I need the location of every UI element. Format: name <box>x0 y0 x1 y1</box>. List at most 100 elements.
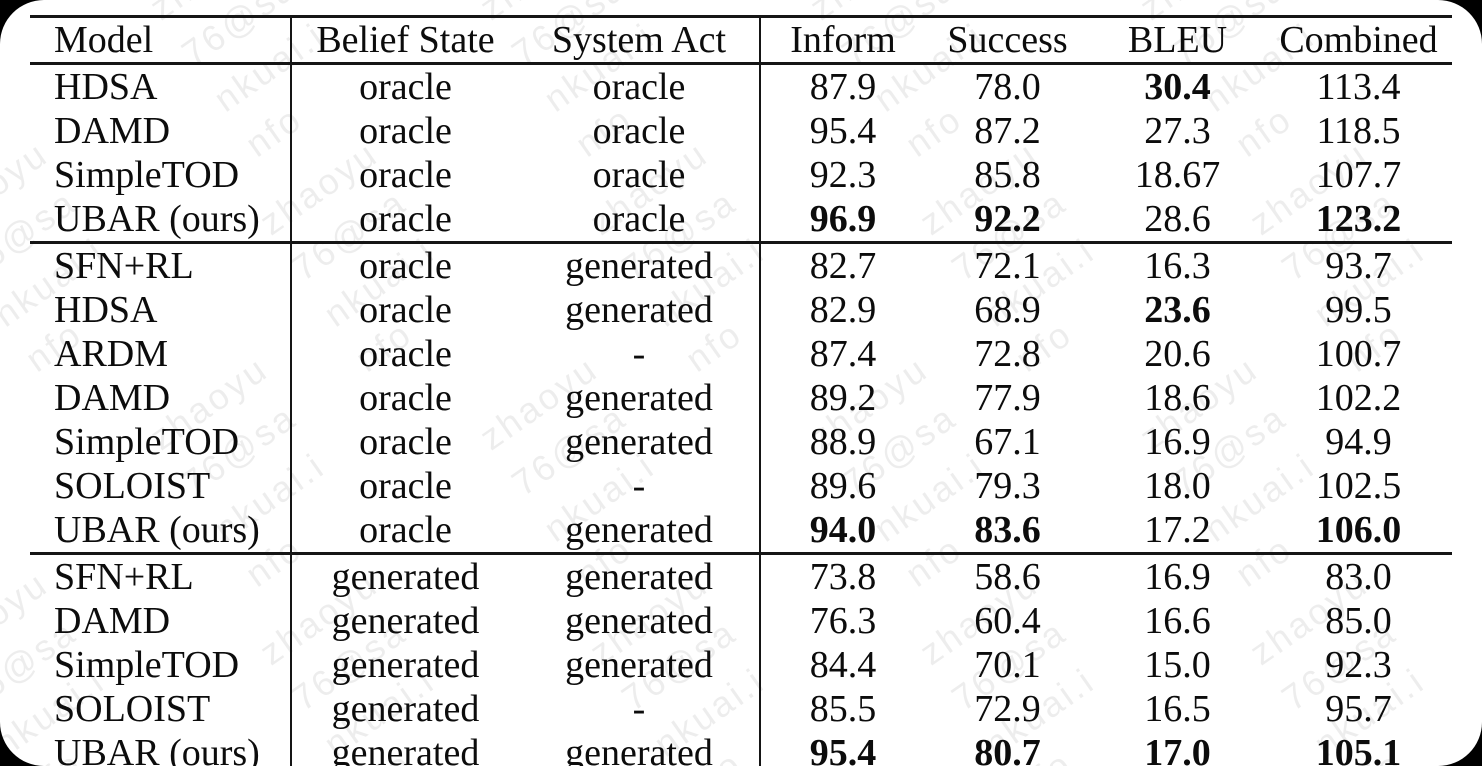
table-row: ARDM oracle - 87.4 72.8 20.6 100.7 <box>30 332 1452 376</box>
value-cell: 94.9 <box>1325 421 1392 463</box>
model-cell: UBAR (ours) <box>30 197 292 243</box>
value-cell: 94.0 <box>809 509 877 551</box>
value-cell: 72.9 <box>974 688 1041 730</box>
value-cell: 85.8 <box>974 154 1041 196</box>
value-cell: 23.6 <box>1144 289 1211 331</box>
value-cell: 79.3 <box>974 465 1041 507</box>
value-cell: - <box>519 687 761 731</box>
value-cell: 16.9 <box>1090 552 1265 599</box>
column-header-system-act: System Act <box>519 15 761 65</box>
value-cell: 85.0 <box>1325 600 1392 642</box>
value-cell: generated <box>291 731 519 766</box>
model-cell: SOLOIST <box>30 464 292 508</box>
table-row: UBAR (ours) generated generated 95.4 80.7 17.… <box>30 731 1452 766</box>
value-cell: generated <box>331 644 480 686</box>
value-cell: 18.67 <box>1134 154 1221 196</box>
value-cell: 80.7 <box>925 731 1090 766</box>
value-cell: 105.1 <box>1265 731 1452 766</box>
value-cell: 82.9 <box>809 289 877 331</box>
value-cell: 92.2 <box>974 198 1041 240</box>
value-cell: 17.2 <box>1144 509 1211 551</box>
value-cell: generated <box>519 241 761 288</box>
model-cell: HDSA <box>30 288 292 332</box>
value-cell: 102.2 <box>1315 377 1402 419</box>
value-cell: 70.1 <box>974 644 1041 686</box>
model-cell: DAMD <box>30 376 292 420</box>
value-cell: 93.7 <box>1265 241 1452 288</box>
value-cell: 89.2 <box>809 377 877 419</box>
table-row: SimpleTOD oracle oracle 92.3 85.8 18.67 107.7 <box>30 153 1452 197</box>
table-row: SimpleTOD generated generated 84.4 70.1 15.0 9… <box>30 643 1452 687</box>
results-table: Model Belief State System Act Inform Suc… <box>30 15 1452 766</box>
value-cell: 83.6 <box>974 509 1041 551</box>
table-row: HDSA oracle oracle 87.9 78.0 30.4 113.4 <box>30 63 1452 109</box>
value-cell: 92.3 <box>809 154 877 196</box>
value-cell: 72.8 <box>974 333 1041 375</box>
value-cell: 87.2 <box>974 110 1041 152</box>
table-row: SOLOIST generated - 85.5 72.9 16.5 95.7 <box>30 687 1452 731</box>
table-row: HDSA oracle generated 82.9 68.9 23.6 99.5 <box>30 288 1452 332</box>
model-cell: UBAR (ours) <box>30 731 292 766</box>
value-cell: 95.4 <box>760 731 925 766</box>
table-row: SimpleTOD oracle generated 88.9 67.1 16.9 94.9 <box>30 420 1452 464</box>
value-cell: 18.0 <box>1144 465 1211 507</box>
value-cell: 76.3 <box>809 600 877 642</box>
value-cell: 73.8 <box>760 552 925 599</box>
model-cell: DAMD <box>30 599 292 643</box>
value-cell: oracle <box>359 289 452 331</box>
value-cell: oracle <box>519 197 761 243</box>
value-cell: 67.1 <box>974 421 1041 463</box>
column-header-model: Model <box>30 15 292 65</box>
value-cell: 17.0 <box>1090 731 1265 766</box>
value-cell: generated <box>519 599 761 643</box>
table-header: Model Belief State System Act Inform Suc… <box>30 15 1452 65</box>
value-cell: - <box>519 464 761 508</box>
table-row: DAMD oracle oracle 95.4 87.2 27.3 118.5 <box>30 109 1452 153</box>
section-generated-belief-generated-act: SFN+RL generated generated 73.8 58.6 16.9 83.0… <box>30 552 1452 766</box>
header-row: Model Belief State System Act Inform Suc… <box>30 15 1452 65</box>
value-cell: 84.4 <box>809 644 877 686</box>
table-row: SFN+RL generated generated 73.8 58.6 16.9 83.0 <box>30 552 1452 599</box>
model-cell: ARDM <box>30 332 292 376</box>
column-header-inform: Inform <box>760 15 925 65</box>
value-cell: 77.9 <box>974 377 1041 419</box>
column-header-combined: Combined <box>1265 15 1452 65</box>
value-cell: oracle <box>359 377 452 419</box>
value-cell: 72.1 <box>925 241 1090 288</box>
value-cell: 60.4 <box>974 600 1041 642</box>
value-cell: 99.5 <box>1325 289 1392 331</box>
value-cell: oracle <box>291 241 519 288</box>
value-cell: 16.5 <box>1144 688 1211 730</box>
value-cell: generated <box>519 420 761 464</box>
value-cell: oracle <box>519 63 761 109</box>
value-cell: 100.7 <box>1315 333 1402 375</box>
value-cell: oracle <box>519 109 761 153</box>
value-cell: 83.0 <box>1265 552 1452 599</box>
model-cell: SimpleTOD <box>30 420 292 464</box>
table-row: UBAR (ours) oracle oracle 96.9 92.2 28.6 123.2 <box>30 197 1452 243</box>
column-header-success: Success <box>925 15 1090 65</box>
value-cell: oracle <box>359 421 452 463</box>
value-cell: 102.5 <box>1315 465 1402 507</box>
column-header-bleu: BLEU <box>1090 15 1265 65</box>
model-cell: HDSA <box>30 63 292 109</box>
value-cell: generated <box>519 288 761 332</box>
value-cell: 16.3 <box>1090 241 1265 288</box>
section-oracle-belief-generated-act: SFN+RL oracle generated 82.7 72.1 16.3 93.7 HDS… <box>30 241 1452 554</box>
value-cell: generated <box>291 552 519 599</box>
value-cell: oracle <box>519 153 761 197</box>
value-cell: generated <box>519 376 761 420</box>
value-cell: oracle <box>359 509 452 551</box>
model-cell: SFN+RL <box>30 552 292 599</box>
value-cell: 89.6 <box>809 465 877 507</box>
model-cell: SimpleTOD <box>30 153 292 197</box>
table-row: SFN+RL oracle generated 82.7 72.1 16.3 93.7 <box>30 241 1452 288</box>
value-cell: 96.9 <box>809 198 877 240</box>
value-cell: generated <box>519 508 761 554</box>
value-cell: 15.0 <box>1144 644 1211 686</box>
value-cell: 16.9 <box>1144 421 1211 463</box>
model-cell: SimpleTOD <box>30 643 292 687</box>
value-cell: 118.5 <box>1316 110 1401 152</box>
value-cell: generated <box>519 552 761 599</box>
